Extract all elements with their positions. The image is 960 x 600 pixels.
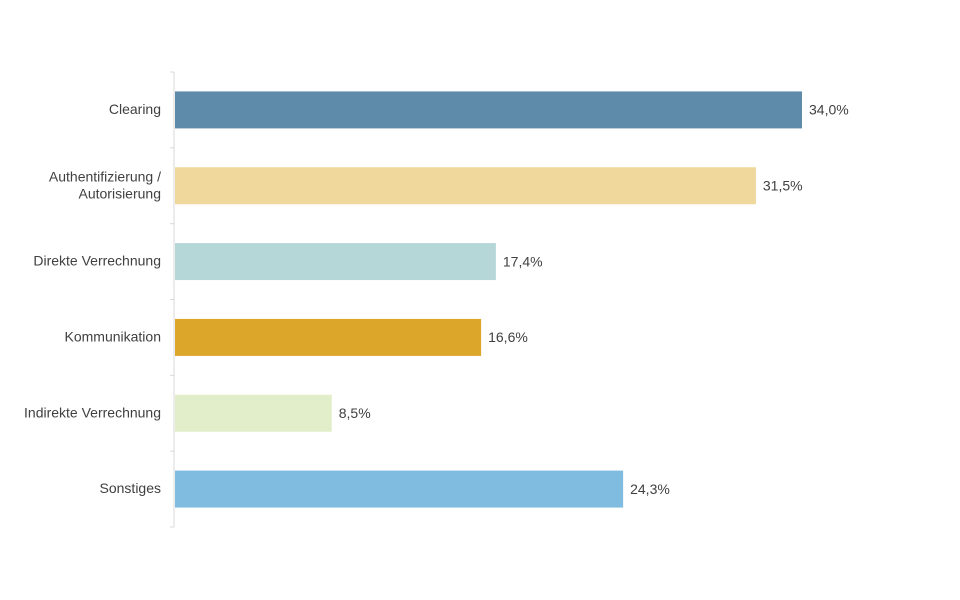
value-label: 24,3% [630,481,670,497]
chart-axis [170,71,175,528]
bar [175,318,482,356]
category-labels: Clearing Authentifizierung / Autorisierung… [24,101,161,496]
value-label: 16,6% [488,329,528,345]
bar [175,470,624,508]
category-label: Authentifizierung / Autorisierung [49,168,161,201]
category-label: Indirekte Verrechnung [24,404,161,420]
value-label: 31,5% [763,177,803,193]
category-label: Direkte Verrechnung [33,252,161,268]
value-labels: 34,0% 31,5% 17,4% 16,6% 8,5% 24,3% [339,102,849,497]
bar [175,394,332,432]
bar [175,243,496,281]
bar [175,167,756,205]
value-label: 34,0% [809,102,849,118]
chart-bars [175,91,802,508]
category-label: Sonstiges [100,480,161,496]
category-label: Kommunikation [65,328,162,344]
bar [175,91,802,129]
value-label: 8,5% [339,405,371,421]
value-label: 17,4% [503,253,543,269]
category-label: Clearing [109,101,161,117]
